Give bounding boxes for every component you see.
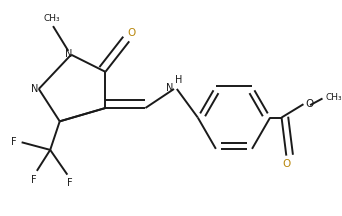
Text: CH₃: CH₃: [44, 14, 61, 23]
Text: F: F: [11, 137, 17, 147]
Text: H: H: [175, 75, 182, 85]
Text: N: N: [65, 49, 72, 59]
Text: N: N: [166, 83, 173, 93]
Text: O: O: [305, 99, 314, 109]
Text: CH₃: CH₃: [325, 93, 342, 102]
Text: O: O: [282, 159, 290, 169]
Text: O: O: [127, 28, 135, 38]
Text: F: F: [31, 175, 37, 185]
Text: F: F: [67, 178, 73, 188]
Text: N: N: [31, 84, 39, 94]
